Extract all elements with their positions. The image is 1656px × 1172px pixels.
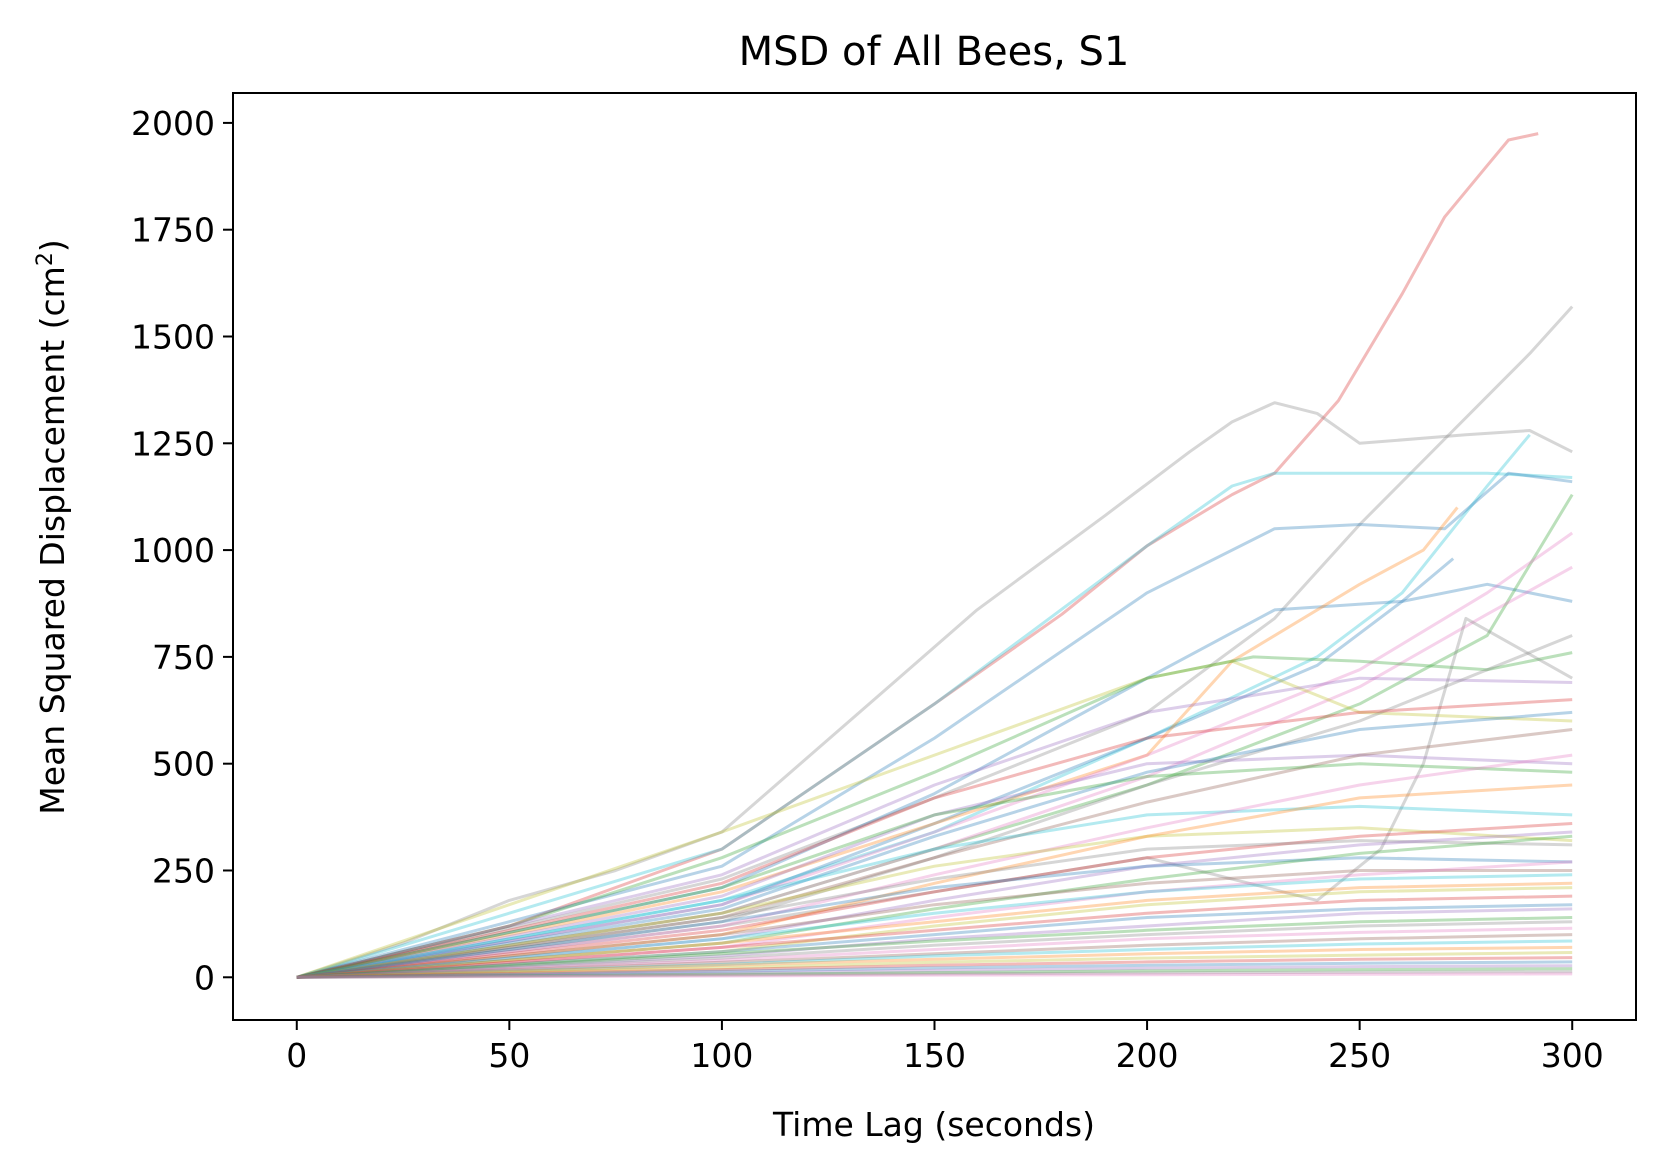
series-line-26 xyxy=(296,783,1573,979)
series-line-47 xyxy=(296,956,1573,979)
series-line-45 xyxy=(296,945,1573,979)
series-line-13 xyxy=(296,659,1573,979)
series-line-40 xyxy=(296,916,1573,979)
series-line-16 xyxy=(296,634,1573,979)
series-line-37 xyxy=(296,894,1573,979)
series-line-39 xyxy=(296,907,1573,979)
series-line-15 xyxy=(296,676,1573,979)
y-axis-title-close: ) xyxy=(33,239,72,252)
y-axis-title-superscript: 2 xyxy=(33,252,58,266)
series-line-44 xyxy=(296,939,1573,979)
series-line-1 xyxy=(296,132,1539,979)
series-line-7 xyxy=(296,582,1573,979)
x-axis: 0 50 100 150 200 250 300 xyxy=(286,1020,1604,1075)
series-line-52 xyxy=(296,972,1573,979)
series-line-2 xyxy=(296,401,1573,979)
series-line-12 xyxy=(296,565,1573,979)
x-tick-label: 100 xyxy=(690,1036,753,1075)
series-line-33 xyxy=(296,860,1573,979)
series-line-41 xyxy=(296,920,1573,979)
series-line-38 xyxy=(296,903,1573,979)
series-line-50 xyxy=(296,967,1573,979)
series-line-35 xyxy=(296,881,1573,979)
plot-area xyxy=(233,93,1636,1020)
series-line-6 xyxy=(296,471,1573,979)
series-line-51 xyxy=(296,970,1573,979)
x-tick-label: 50 xyxy=(488,1036,530,1075)
y-axis-title: Mean Squared Displacement (cm2) xyxy=(33,239,73,814)
series-line-42 xyxy=(296,926,1573,979)
series-line-32 xyxy=(296,869,1573,979)
series-line-10 xyxy=(296,493,1574,979)
y-tick-label: 0 xyxy=(194,958,215,997)
x-axis-title: Time Lag (seconds) xyxy=(772,1105,1095,1144)
y-tick-label: 1500 xyxy=(131,317,215,356)
y-tick-label: 2000 xyxy=(131,104,215,143)
series-line-34 xyxy=(296,873,1573,979)
series-line-36 xyxy=(296,886,1573,979)
series-line-8 xyxy=(296,557,1455,979)
series-line-17 xyxy=(296,616,1573,979)
x-tick-label: 0 xyxy=(286,1036,307,1075)
series-line-48 xyxy=(296,960,1573,979)
y-tick-label: 1000 xyxy=(131,531,215,570)
series-line-31 xyxy=(296,834,1573,979)
x-tick-label: 200 xyxy=(1116,1036,1179,1075)
y-tick-label: 1250 xyxy=(131,424,215,463)
series-line-46 xyxy=(296,951,1573,979)
x-tick-label: 250 xyxy=(1328,1036,1391,1075)
series-line-14 xyxy=(296,651,1573,979)
series-layer xyxy=(296,132,1574,979)
y-axis-title-main: Mean Squared Displacement (cm xyxy=(33,266,72,815)
series-line-49 xyxy=(296,964,1573,979)
series-line-4 xyxy=(296,471,1573,979)
series-line-29 xyxy=(296,830,1573,979)
series-line-19 xyxy=(296,753,1573,979)
y-tick-label: 500 xyxy=(152,745,215,784)
series-line-24 xyxy=(296,753,1573,979)
y-tick-label: 1750 xyxy=(131,211,215,250)
series-line-25 xyxy=(296,826,1573,979)
series-line-30 xyxy=(296,856,1573,979)
series-line-5 xyxy=(296,433,1531,979)
series-line-22 xyxy=(296,804,1573,979)
series-line-23 xyxy=(296,762,1573,979)
series-line-20 xyxy=(296,710,1573,979)
x-tick-label: 150 xyxy=(903,1036,966,1075)
series-line-28 xyxy=(296,839,1573,979)
series-line-43 xyxy=(296,933,1573,979)
series-line-27 xyxy=(296,822,1573,979)
series-line-21 xyxy=(296,728,1573,979)
series-line-18 xyxy=(296,698,1573,979)
y-tick-label: 250 xyxy=(152,851,215,890)
y-axis: 0 250 500 750 1000 1250 1500 1750 2000 xyxy=(131,104,233,997)
series-line-3 xyxy=(296,305,1574,979)
y-tick-label: 750 xyxy=(152,638,215,677)
x-tick-label: 300 xyxy=(1541,1036,1604,1075)
series-line-9 xyxy=(296,506,1459,979)
chart-title: MSD of All Bees, S1 xyxy=(739,29,1130,75)
series-line-11 xyxy=(296,531,1574,979)
